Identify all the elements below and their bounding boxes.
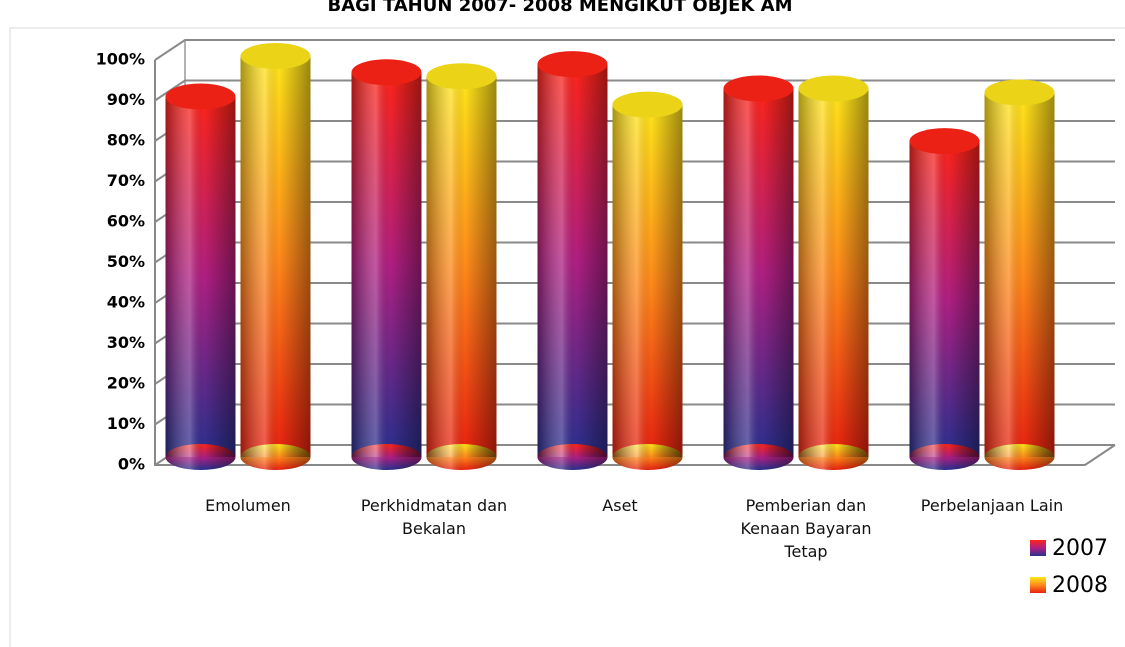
cylinder-shade — [612, 444, 683, 470]
cylinder-top-shade — [426, 63, 497, 90]
x-tick-label: Aset — [602, 496, 638, 515]
cylinder — [798, 75, 869, 470]
cylinder-shade — [798, 88, 869, 457]
cylinder-shade — [909, 444, 980, 470]
cylinder-top-shade — [798, 75, 869, 102]
cylinder — [240, 43, 311, 470]
y-tick-label: 20% — [107, 374, 145, 393]
cylinder — [165, 83, 236, 470]
cylinder-shade — [612, 104, 683, 458]
cylinder-top-shade — [165, 83, 236, 110]
y-tick-label: 70% — [107, 171, 145, 190]
y-tick-label: 80% — [107, 131, 145, 150]
cylinder-shade — [984, 444, 1055, 470]
cylinder-top — [240, 43, 311, 70]
cylinder-top — [723, 75, 794, 102]
cylinder-top-shade — [612, 91, 683, 118]
cylinder — [537, 51, 608, 470]
cylinder-shade — [426, 76, 497, 458]
y-tick-label: 90% — [107, 90, 145, 109]
cylinder-shade — [426, 444, 497, 470]
x-tick-label: Pemberian dan Kenaan Bayaran Tetap — [740, 496, 872, 561]
grid-line — [154, 39, 1115, 61]
cylinder — [984, 79, 1055, 470]
cylinder-shade — [909, 141, 980, 457]
y-tick-label: 40% — [107, 293, 145, 312]
cylinder-top — [984, 79, 1055, 106]
x-tick-label: Perbelanjaan Lain — [920, 496, 1064, 515]
x-tick-label: Perkhidmatan dan Bekalan — [360, 496, 508, 538]
y-tick-label: 30% — [107, 333, 145, 352]
legend-swatch — [1030, 540, 1046, 556]
cylinder-shade — [798, 444, 869, 470]
cylinder-top-shade — [723, 75, 794, 102]
cylinder-top-shade — [351, 59, 422, 86]
cylinder-top — [537, 51, 608, 78]
legend-swatch — [1030, 577, 1046, 593]
y-tick-label: 10% — [107, 414, 145, 433]
cylinder-top-shade — [240, 43, 311, 70]
cylinder — [612, 91, 683, 470]
cylinder — [909, 128, 980, 470]
cylinder-shade — [537, 444, 608, 470]
cylinder — [351, 59, 422, 470]
cylinder — [426, 63, 497, 470]
grid-line — [154, 79, 1115, 102]
legend-label: 2007 — [1052, 536, 1108, 561]
cylinder-shade — [984, 92, 1055, 457]
cylinder-shade — [351, 444, 422, 470]
cylinder-top — [798, 75, 869, 102]
cylinder — [723, 75, 794, 470]
x-tick-label: Emolumen — [205, 496, 291, 515]
cylinder-top — [165, 83, 236, 110]
cylinder-top-shade — [537, 51, 608, 78]
cylinder-shade — [165, 444, 236, 470]
cylinder-top — [426, 63, 497, 90]
legend-label: 2008 — [1052, 573, 1108, 598]
cylinder-top — [909, 128, 980, 155]
cylinder-shade — [240, 444, 311, 470]
cylinder-shade — [723, 444, 794, 470]
chart-title: BAGI TAHUN 2007- 2008 MENGIKUT OBJEK AM — [327, 0, 792, 16]
y-tick-label: 60% — [107, 212, 145, 231]
cylinder-shade — [165, 96, 236, 458]
y-tick-label: 100% — [96, 50, 145, 69]
cylinder-shade — [537, 64, 608, 458]
y-tick-label: 0% — [118, 455, 145, 474]
chart-border — [9, 27, 1125, 647]
cylinder-shade — [723, 88, 794, 457]
cylinder-shade — [240, 56, 311, 458]
cylinder-top-shade — [909, 128, 980, 155]
cylinder-top — [612, 91, 683, 118]
y-tick-label: 50% — [107, 252, 145, 271]
cylinder-top — [351, 59, 422, 86]
cylinder-top-shade — [984, 79, 1055, 106]
cylinder-shade — [351, 72, 422, 457]
